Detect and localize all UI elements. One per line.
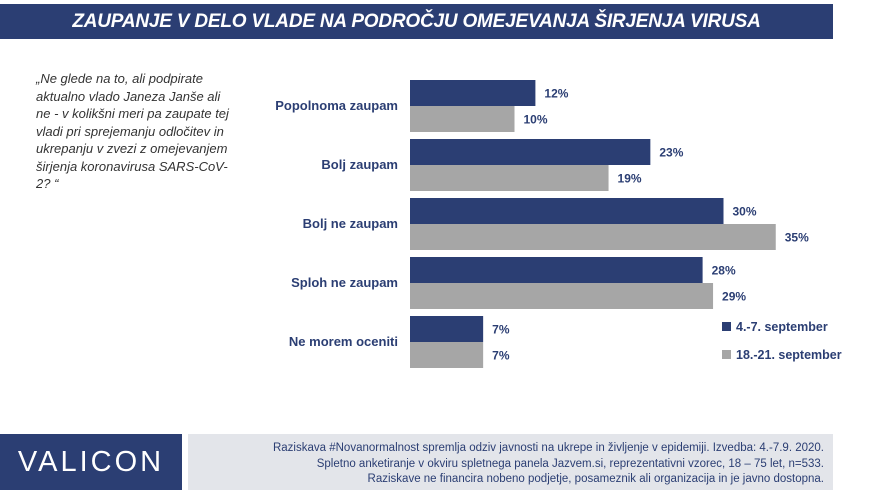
data-label: 29% xyxy=(722,290,746,304)
bar-chart: Popolnoma zaupam 12% 10% Bolj zaupam 23% 19% B… xyxy=(275,80,842,368)
bar xyxy=(410,80,536,106)
data-label: 12% xyxy=(544,87,568,101)
category-label: Ne morem oceniti xyxy=(289,334,398,349)
data-label: 7% xyxy=(492,323,510,337)
category-label: Popolnoma zaupam xyxy=(275,98,398,113)
title-bar: ZAUPANJE V DELO VLADE NA PODROČJU OMEJEV… xyxy=(0,4,833,39)
bar xyxy=(410,106,515,132)
bar xyxy=(410,198,724,224)
bar xyxy=(410,165,609,191)
data-label: 10% xyxy=(524,113,548,127)
category-label: Bolj zaupam xyxy=(321,157,398,172)
data-label: 7% xyxy=(492,349,510,363)
data-label: 30% xyxy=(733,205,757,219)
data-label: 23% xyxy=(659,146,683,160)
footer-line-2: Spletno anketiranje v okviru spletnega p… xyxy=(316,457,824,470)
legend-marker xyxy=(722,322,731,331)
legend-label: 4.-7. september xyxy=(736,320,828,334)
category-label: Sploh ne zaupam xyxy=(291,275,398,290)
bar xyxy=(410,257,703,283)
footer-line-3: Raziskave ne financira nobeno podjetje, … xyxy=(367,473,824,485)
chart-title: ZAUPANJE V DELO VLADE NA PODROČJU OMEJEV… xyxy=(72,10,761,32)
data-label: 35% xyxy=(785,231,809,245)
data-label: 19% xyxy=(618,172,642,186)
legend-label: 18.-21. september xyxy=(736,348,842,362)
bar xyxy=(410,283,714,309)
logo-text: VALICON xyxy=(17,445,165,478)
footer-line-1: Raziskava #Novanormalnost spremlja odziv… xyxy=(272,442,824,454)
survey-question: „Ne glede na to, ali podpirate aktualno … xyxy=(36,71,229,191)
bar xyxy=(410,316,484,342)
data-label: 28% xyxy=(712,264,736,278)
bar xyxy=(410,224,776,250)
category-label: Bolj ne zaupam xyxy=(303,216,398,231)
valicon-logo: VALICON xyxy=(0,434,182,490)
footer-note: Raziskava #Novanormalnost spremlja odziv… xyxy=(188,434,833,490)
bar xyxy=(410,139,651,165)
bar xyxy=(410,342,484,368)
legend-marker xyxy=(722,350,731,359)
